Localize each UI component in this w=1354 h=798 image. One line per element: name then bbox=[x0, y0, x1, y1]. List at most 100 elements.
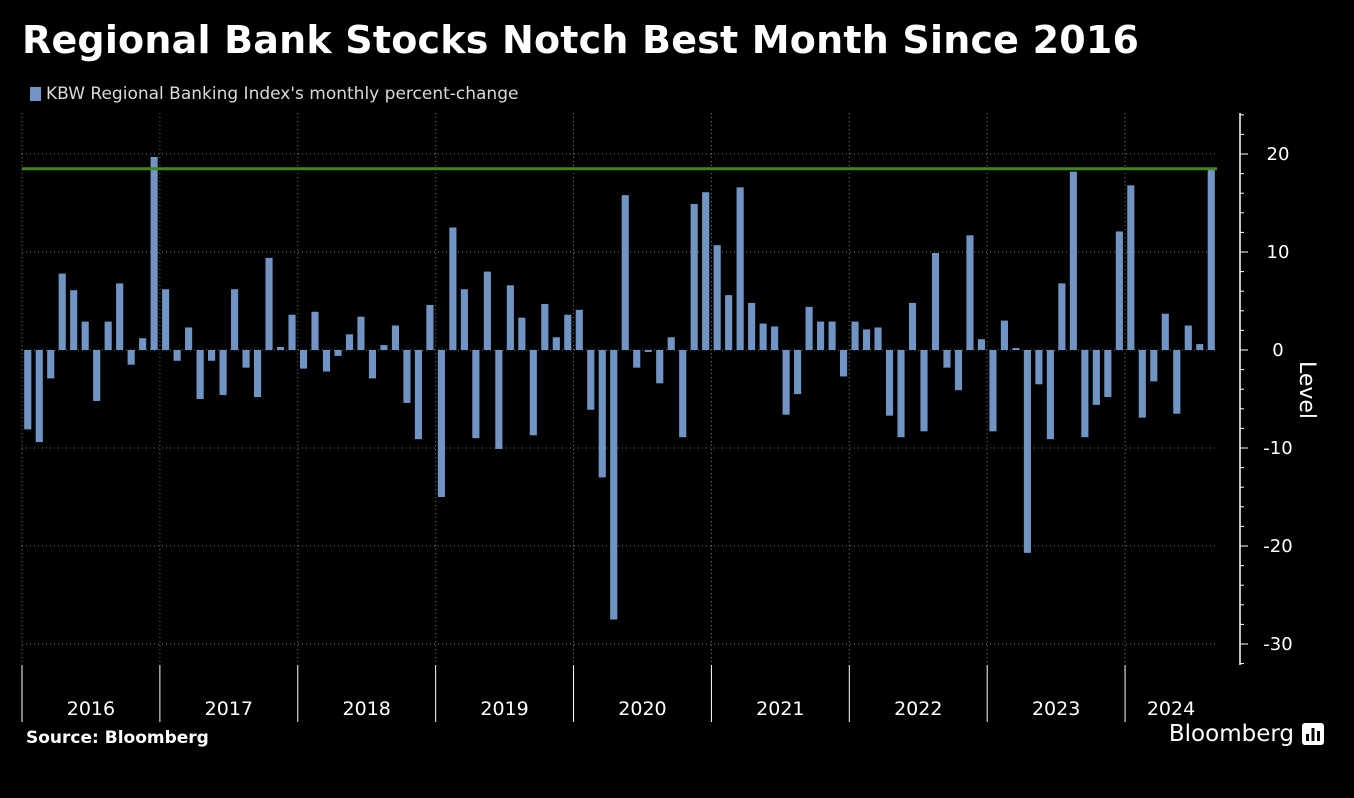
bar bbox=[897, 350, 905, 438]
bar bbox=[426, 304, 434, 350]
bar bbox=[1023, 350, 1031, 553]
bar bbox=[127, 350, 135, 365]
bar bbox=[690, 203, 698, 350]
bar bbox=[162, 289, 170, 350]
bar bbox=[598, 350, 606, 478]
bar bbox=[748, 302, 756, 350]
x-axis: 2016 2017 2018 2019 2020 2021 2022 2023 2024 bbox=[21, 665, 1195, 722]
bar bbox=[989, 350, 997, 432]
bar bbox=[288, 314, 296, 350]
bar bbox=[1173, 350, 1181, 414]
bar bbox=[828, 321, 836, 350]
bar bbox=[173, 350, 181, 361]
bar bbox=[1069, 171, 1077, 350]
bloomberg-chart-icon bbox=[1302, 723, 1324, 745]
bar bbox=[495, 350, 503, 449]
bar bbox=[1092, 350, 1100, 405]
x-tick-label: 2023 bbox=[1032, 698, 1080, 720]
bar bbox=[644, 350, 652, 352]
bar bbox=[265, 257, 273, 350]
bar bbox=[794, 350, 802, 395]
bar bbox=[1058, 283, 1066, 350]
bar bbox=[1000, 320, 1008, 350]
bar bbox=[575, 309, 583, 350]
bar bbox=[621, 195, 629, 350]
bar bbox=[966, 235, 974, 350]
bars bbox=[24, 156, 1215, 620]
bar bbox=[931, 252, 940, 350]
bar bbox=[1196, 344, 1204, 350]
y-axis: 20 10 0 -10 -20 -30 Level bbox=[1239, 113, 1319, 665]
bar bbox=[483, 271, 491, 350]
bar bbox=[58, 273, 66, 350]
bar bbox=[633, 350, 641, 368]
bar bbox=[1012, 348, 1020, 350]
bar bbox=[139, 338, 147, 350]
x-tick-label: 2019 bbox=[480, 698, 528, 720]
bar bbox=[104, 321, 112, 350]
bar bbox=[771, 326, 779, 350]
bar bbox=[713, 245, 721, 350]
bar bbox=[1207, 168, 1215, 350]
bar bbox=[403, 350, 411, 403]
legend-swatch bbox=[30, 87, 41, 101]
bar bbox=[805, 306, 813, 350]
bar bbox=[977, 339, 986, 350]
legend: KBW Regional Banking Index's monthly per… bbox=[30, 84, 518, 104]
bar bbox=[311, 311, 319, 350]
gridlines bbox=[21, 113, 1217, 665]
bar bbox=[357, 316, 365, 350]
bar bbox=[242, 350, 250, 368]
bar bbox=[276, 347, 285, 350]
bar bbox=[150, 156, 158, 350]
legend-label: KBW Regional Banking Index's monthly per… bbox=[46, 84, 519, 104]
bar bbox=[656, 350, 664, 384]
bar bbox=[667, 337, 675, 350]
bar bbox=[541, 303, 549, 350]
bar bbox=[725, 295, 733, 350]
y-tick-label: -30 bbox=[1263, 634, 1292, 655]
bar bbox=[1035, 350, 1043, 385]
bar bbox=[782, 350, 790, 415]
brand-name: Bloomberg bbox=[1168, 721, 1294, 747]
bar bbox=[506, 285, 514, 350]
bar bbox=[1127, 185, 1135, 350]
bar bbox=[47, 350, 55, 379]
bar bbox=[529, 350, 537, 436]
bar bbox=[610, 350, 618, 620]
y-tick-label: 20 bbox=[1267, 144, 1290, 165]
x-tick-label: 2017 bbox=[205, 698, 253, 720]
bar bbox=[185, 327, 193, 350]
bar bbox=[391, 325, 399, 350]
bar bbox=[368, 350, 377, 379]
bar bbox=[1184, 325, 1192, 350]
bar bbox=[380, 345, 388, 350]
bar bbox=[334, 350, 342, 356]
bar bbox=[817, 321, 825, 350]
bar bbox=[70, 290, 78, 350]
bar bbox=[322, 350, 331, 372]
bar bbox=[954, 350, 963, 391]
bar bbox=[1138, 350, 1146, 418]
bar bbox=[1104, 350, 1112, 398]
bar bbox=[885, 350, 894, 416]
bar bbox=[345, 334, 354, 350]
bar bbox=[253, 350, 262, 398]
bar bbox=[702, 192, 710, 350]
bar bbox=[208, 350, 216, 361]
bar bbox=[943, 350, 951, 368]
x-tick-label: 2022 bbox=[894, 698, 942, 720]
bar bbox=[759, 323, 767, 350]
x-tick-label: 2020 bbox=[618, 698, 666, 720]
bar bbox=[1046, 350, 1054, 440]
bar bbox=[93, 350, 101, 401]
bar bbox=[920, 350, 928, 432]
bar bbox=[299, 350, 308, 369]
bar bbox=[437, 350, 445, 497]
x-tick-label: 2021 bbox=[756, 698, 804, 720]
brand: Bloomberg bbox=[1169, 721, 1324, 747]
bar bbox=[908, 302, 917, 350]
x-tick-label: 2018 bbox=[343, 698, 391, 720]
bar bbox=[1150, 350, 1158, 382]
